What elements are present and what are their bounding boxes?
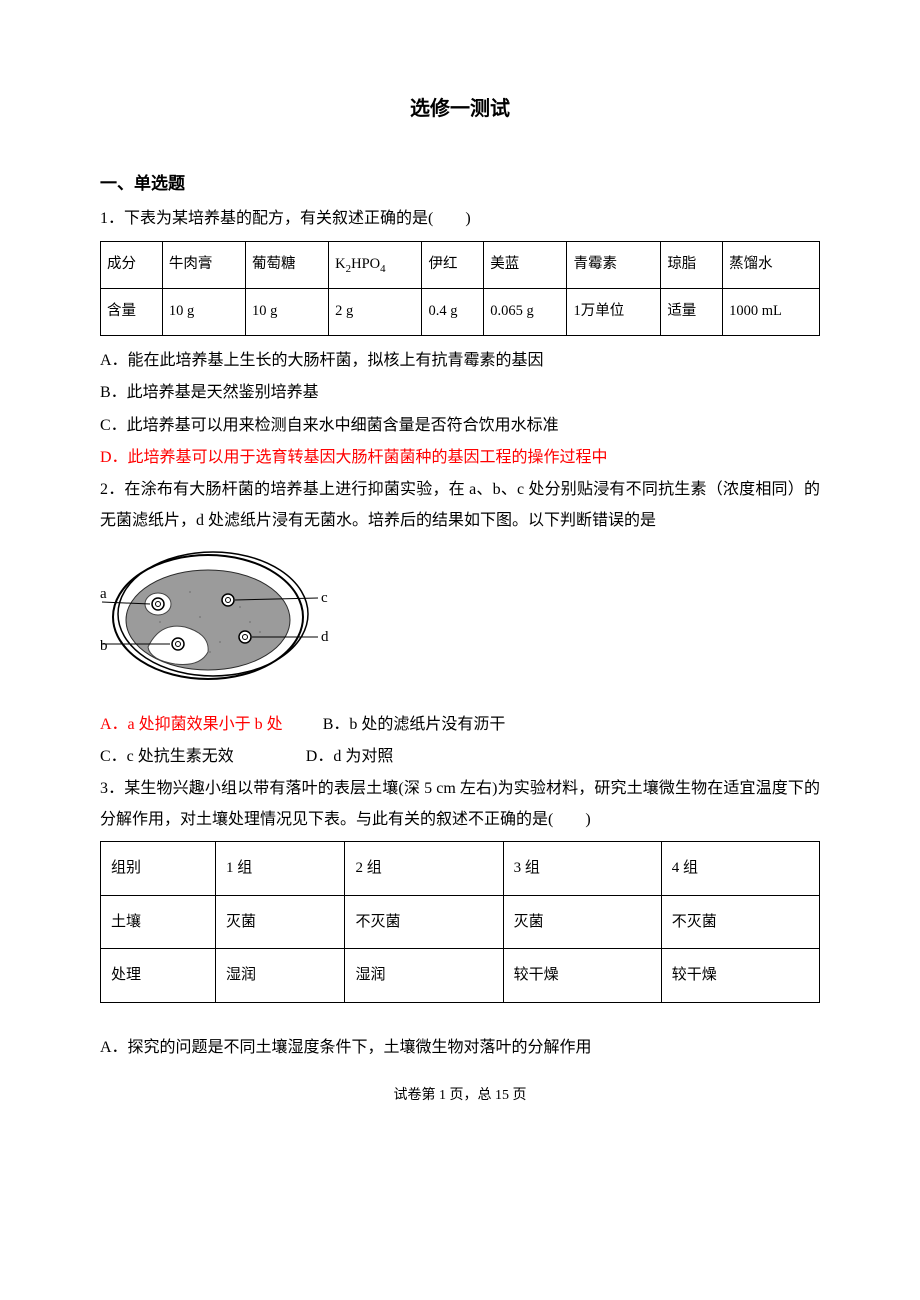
cell: 2 组 bbox=[345, 842, 503, 896]
cell: K2HPO4 bbox=[329, 241, 422, 289]
cell: 较干燥 bbox=[661, 949, 819, 1003]
cell: 10 g bbox=[162, 289, 245, 336]
q1-option-c: C．此培养基可以用来检测自来水中细菌含量是否符合饮用水标准 bbox=[100, 411, 820, 441]
q2-options-ab: A．a 处抑菌效果小于 b 处 B．b 处的滤纸片没有沥干 bbox=[100, 710, 820, 740]
q1-stem: 1．下表为某培养基的配方，有关叙述正确的是( ) bbox=[100, 204, 820, 234]
q1-table: 成分 牛肉膏 葡萄糖 K2HPO4 伊红 美蓝 青霉素 琼脂 蒸馏水 含量 10… bbox=[100, 241, 820, 336]
cell: 灭菌 bbox=[216, 895, 345, 949]
cell: 琼脂 bbox=[661, 241, 723, 289]
cell: 土壤 bbox=[101, 895, 216, 949]
q2-option-d: D．d 为对照 bbox=[306, 748, 394, 765]
cell: 2 g bbox=[329, 289, 422, 336]
q2-stem: 2．在涂布有大肠杆菌的培养基上进行抑菌实验，在 a、b、c 处分别贴浸有不同抗生… bbox=[100, 475, 820, 536]
diagram-label-a: a bbox=[100, 586, 107, 602]
diagram-label-b: b bbox=[100, 638, 108, 654]
q1-option-a: A．能在此培养基上生长的大肠杆菌，拟核上有抗青霉素的基因 bbox=[100, 346, 820, 376]
cell: 0.065 g bbox=[484, 289, 567, 336]
cell: 不灭菌 bbox=[661, 895, 819, 949]
cell: 牛肉膏 bbox=[162, 241, 245, 289]
cell: 4 组 bbox=[661, 842, 819, 896]
q1-option-d: D．此培养基可以用于选育转基因大肠杆菌菌种的基因工程的操作过程中 bbox=[100, 443, 820, 473]
cell: 葡萄糖 bbox=[246, 241, 329, 289]
cell: 0.4 g bbox=[422, 289, 484, 336]
table-row: 土壤 灭菌 不灭菌 灭菌 不灭菌 bbox=[101, 895, 820, 949]
q3-table: 组别 1 组 2 组 3 组 4 组 土壤 灭菌 不灭菌 灭菌 不灭菌 处理 湿… bbox=[100, 841, 820, 1003]
table-row: 含量 10 g 10 g 2 g 0.4 g 0.065 g 1万单位 适量 1… bbox=[101, 289, 820, 336]
diagram-label-c: c bbox=[321, 590, 328, 606]
cell: 含量 bbox=[101, 289, 163, 336]
cell: 处理 bbox=[101, 949, 216, 1003]
cell: 1万单位 bbox=[567, 289, 661, 336]
cell: 不灭菌 bbox=[345, 895, 503, 949]
petri-dish-diagram: a b c d bbox=[100, 542, 820, 703]
cell: 1000 mL bbox=[723, 289, 820, 336]
table-row: 成分 牛肉膏 葡萄糖 K2HPO4 伊红 美蓝 青霉素 琼脂 蒸馏水 bbox=[101, 241, 820, 289]
cell: 3 组 bbox=[503, 842, 661, 896]
cell: 较干燥 bbox=[503, 949, 661, 1003]
q1-option-b: B．此培养基是天然鉴别培养基 bbox=[100, 378, 820, 408]
table-row: 处理 湿润 湿润 较干燥 较干燥 bbox=[101, 949, 820, 1003]
cell: 青霉素 bbox=[567, 241, 661, 289]
q2-option-a: A．a 处抑菌效果小于 b 处 bbox=[100, 716, 283, 733]
cell: 美蓝 bbox=[484, 241, 567, 289]
cell: 湿润 bbox=[345, 949, 503, 1003]
cell: 湿润 bbox=[216, 949, 345, 1003]
cell: 蒸馏水 bbox=[723, 241, 820, 289]
section-heading: 一、单选题 bbox=[100, 168, 820, 200]
cell: 10 g bbox=[246, 289, 329, 336]
page-footer: 试卷第 1 页，总 15 页 bbox=[100, 1083, 820, 1110]
cell: 伊红 bbox=[422, 241, 484, 289]
cell: 成分 bbox=[101, 241, 163, 289]
q2-option-b: B．b 处的滤纸片没有沥干 bbox=[323, 716, 506, 733]
page-title: 选修一测试 bbox=[100, 90, 820, 128]
table-row: 组别 1 组 2 组 3 组 4 组 bbox=[101, 842, 820, 896]
cell: 组别 bbox=[101, 842, 216, 896]
q3-stem: 3．某生物兴趣小组以带有落叶的表层土壤(深 5 cm 左右)为实验材料，研究土壤… bbox=[100, 774, 820, 835]
cell: 1 组 bbox=[216, 842, 345, 896]
cell: 适量 bbox=[661, 289, 723, 336]
q3-option-a: A．探究的问题是不同土壤湿度条件下，土壤微生物对落叶的分解作用 bbox=[100, 1033, 820, 1063]
cell: 灭菌 bbox=[503, 895, 661, 949]
q2-options-cd: C．c 处抗生素无效 D．d 为对照 bbox=[100, 742, 820, 772]
diagram-label-d: d bbox=[321, 629, 329, 645]
q2-option-c: C．c 处抗生素无效 bbox=[100, 748, 234, 765]
